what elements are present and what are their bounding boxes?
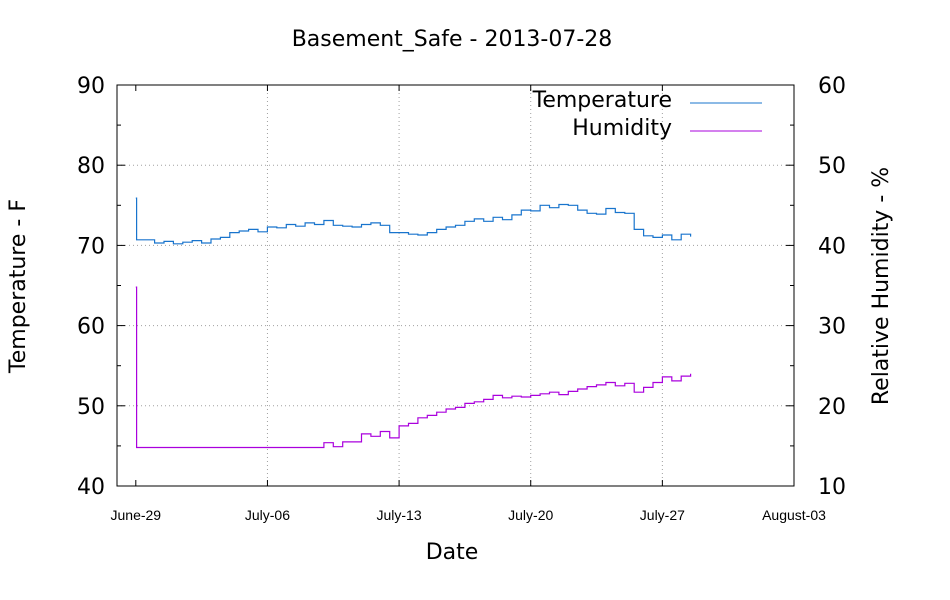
y-axis-label: Temperature - F	[6, 199, 31, 374]
y-tick-label: 90	[77, 74, 105, 99]
series-lines	[135, 197, 692, 449]
y-tick-label: 70	[77, 234, 105, 259]
y-tick-label: 60	[77, 315, 105, 340]
x-tick-label: June-29	[111, 507, 162, 523]
gridlines	[117, 85, 794, 486]
y-tick-label: 80	[77, 154, 105, 179]
x-axis-label: Date	[426, 540, 479, 565]
x-tick-label: August-03	[762, 507, 826, 523]
x-tick-label: July-13	[377, 507, 422, 523]
y-tick-label: 50	[77, 395, 105, 420]
y2-axis-label: Relative Humidity - %	[869, 167, 894, 405]
x-tick-label: July-20	[508, 507, 553, 523]
legend-label-humidity: Humidity	[572, 116, 672, 141]
chart-title: Basement_Safe - 2013-07-28	[292, 27, 613, 52]
y2-tick-label: 50	[818, 154, 846, 179]
y-axis-ticks: 40 50 60 70 80 90	[77, 74, 125, 500]
y2-tick-label: 60	[818, 74, 846, 99]
y2-tick-label: 30	[818, 315, 846, 340]
legend-label-temperature: Temperature	[532, 88, 672, 113]
y2-tick-label: 20	[818, 395, 846, 420]
plot-frame	[116, 84, 795, 487]
x-tick-label: July-27	[640, 507, 685, 523]
y2-tick-label: 10	[818, 475, 846, 500]
series-line-humidity	[135, 286, 692, 449]
series-line-temperature	[135, 197, 692, 245]
x-axis-ticks: June-29 July-06 July-13 July-20 July-27 Augus…	[111, 85, 826, 523]
y2-axis-ticks: 10 20 30 40 50 60	[786, 74, 846, 500]
x-tick-label: July-06	[245, 507, 290, 523]
y2-tick-label: 40	[818, 234, 846, 259]
y-tick-label: 40	[77, 475, 105, 500]
legend: Temperature Humidity	[532, 88, 762, 141]
